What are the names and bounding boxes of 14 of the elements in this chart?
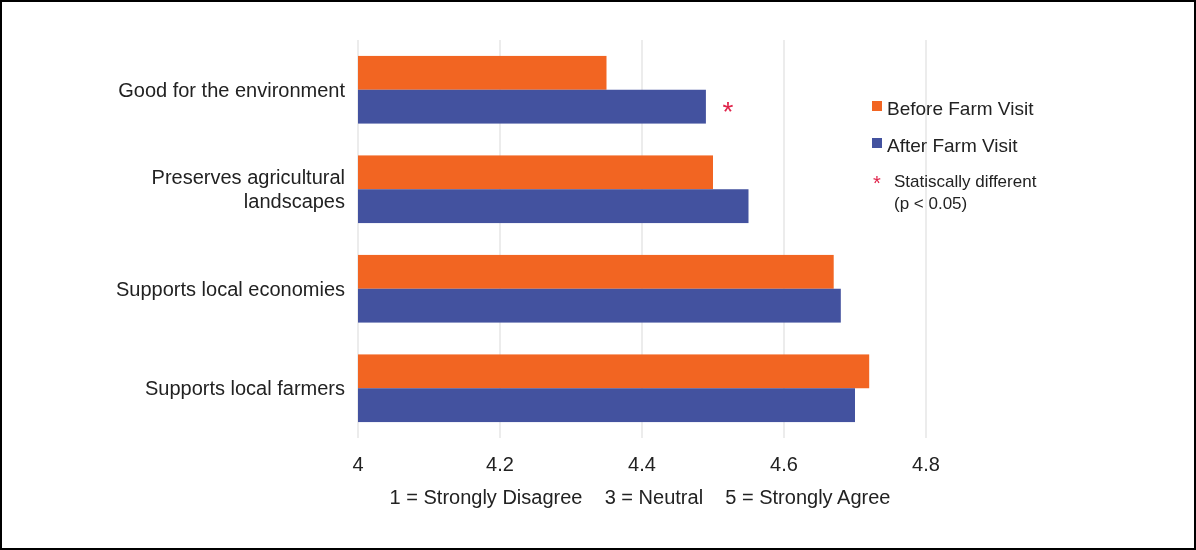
legend-label: Before Farm Visit	[887, 98, 1035, 119]
x-axis-title: 1 = Strongly Disagree 3 = Neutral 5 = Strongly Agree	[389, 486, 891, 508]
annotation: *	[722, 95, 734, 127]
legend-label: After Farm Visit	[887, 135, 1019, 156]
x-tick-label: 4	[352, 453, 364, 475]
x-tick-label: 4.6	[770, 453, 798, 475]
y-tick-label: Supports local farmers	[144, 377, 345, 400]
x-tick-label: 4.8	[912, 453, 940, 475]
x-tick-label: 4.2	[486, 453, 514, 475]
y-tick-label: Good for the environment	[118, 78, 346, 101]
annotation: * Statiscally different (p < 0.05)	[873, 172, 1037, 213]
x-tick-label: 4.4	[628, 453, 656, 475]
y-tick-label: Supports local economies	[115, 277, 345, 300]
y-tick-label: Preserves agricultural landscapes	[151, 166, 345, 213]
